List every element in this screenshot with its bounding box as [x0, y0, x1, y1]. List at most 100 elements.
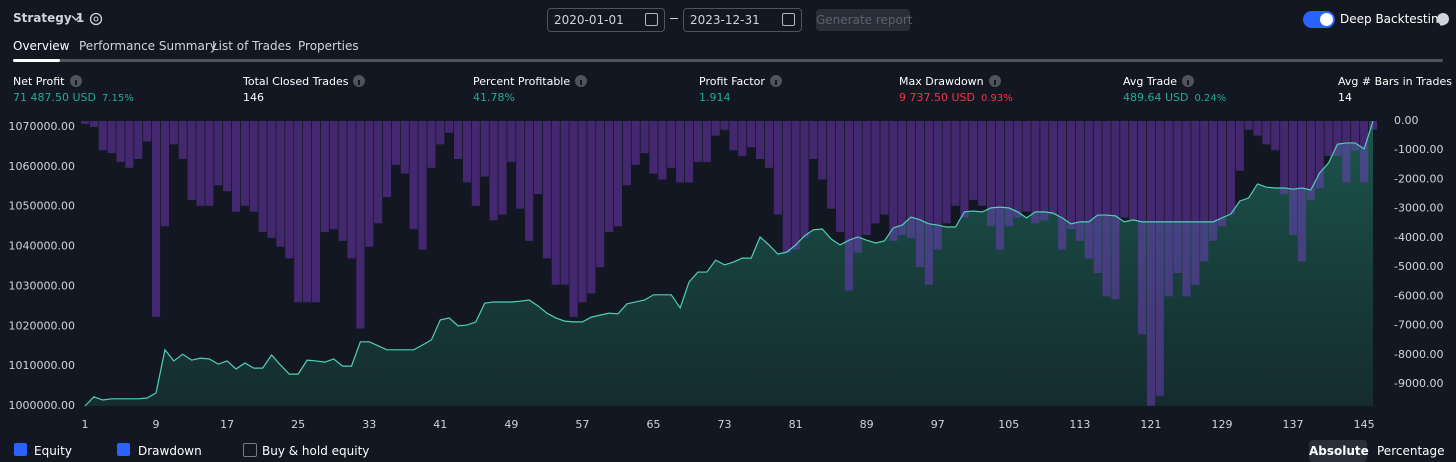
drawdown-bar [480, 121, 489, 177]
drawdown-bar [311, 121, 320, 303]
drawdown-bar [969, 121, 978, 200]
drawdown-bar [987, 121, 996, 227]
y-tick-label: 1020000.00 [9, 319, 75, 332]
x-tick-label: 121 [1140, 418, 1161, 431]
metric-value-text: 14 [1338, 91, 1352, 104]
drawdown-bar [773, 121, 782, 215]
drawdown-bar [782, 121, 791, 253]
drawdown-bar [214, 121, 223, 186]
metric-value: 14 [1338, 91, 1352, 104]
drawdown-bar [1004, 121, 1013, 227]
settings-icon[interactable] [89, 12, 103, 26]
checkbox[interactable] [243, 443, 257, 457]
y2-tick-label: -7000.00 [1394, 319, 1443, 332]
drawdown-bar [1058, 121, 1067, 250]
toggle-label: Equity [34, 444, 72, 458]
mode-button[interactable]: Absolute [1309, 440, 1369, 462]
drawdown-bar [853, 121, 862, 253]
metric-label: Total Closed Trades [243, 75, 366, 88]
metric-value-text: 1.914 [699, 91, 731, 104]
drawdown-bar [942, 121, 951, 224]
drawdown-bar [684, 121, 694, 183]
calendar-icon [782, 13, 795, 26]
drawdown-bar [107, 121, 116, 154]
y-tick-label: 1050000.00 [9, 200, 75, 213]
drawdown-bar [196, 121, 205, 206]
drawdown-bar [365, 121, 374, 247]
drawdown-bar [1333, 121, 1342, 157]
drawdown-bar [134, 121, 143, 159]
drawdown-bar [676, 121, 685, 183]
y2-tick-label: -6000.00 [1394, 289, 1443, 302]
chart: 1000000.00 1010000.00 1020000.00 1030000.00… [9, 114, 1444, 431]
drawdown-bar [587, 121, 596, 294]
drawdown-bar [1244, 121, 1253, 130]
drawdown-bar [729, 121, 738, 151]
drawdown-bar [711, 121, 720, 136]
drawdown-bar [116, 121, 125, 162]
tab[interactable]: Overview [13, 39, 70, 53]
info-icon[interactable] [353, 75, 366, 87]
drawdown-bar [169, 121, 178, 145]
strategy-select[interactable]: Strategy 1 [13, 11, 85, 25]
drawdown-bar [1235, 121, 1244, 171]
start-date: 2020-01-01 [554, 13, 624, 27]
drawdown-bar [640, 121, 649, 154]
drawdown-bar [596, 121, 605, 268]
metric-label: Avg Trade [1123, 75, 1194, 88]
x-tick-label: 145 [1354, 418, 1375, 431]
mode-button[interactable]: Percentage [1377, 444, 1445, 458]
drawdown-bar [898, 121, 907, 235]
deep-backtesting-toggle[interactable] [1303, 11, 1335, 28]
drawdown-bar [1084, 121, 1093, 259]
drawdown-bar [178, 121, 187, 159]
metric-value: 9 737.50 USD 0.93% [899, 91, 1013, 104]
drawdown-bar [658, 121, 667, 180]
drawdown-bar [152, 121, 161, 317]
info-icon[interactable] [769, 75, 782, 87]
tab-track [13, 59, 1443, 62]
drawdown-bar [285, 121, 294, 259]
drawdown-bar [862, 121, 871, 235]
drawdown-bar [978, 121, 987, 206]
chevron-icon [71, 15, 81, 21]
info-icon[interactable] [1182, 75, 1194, 87]
info-icon[interactable] [69, 75, 82, 87]
help-icon[interactable] [1437, 13, 1449, 25]
x-tick-label: 113 [1069, 418, 1090, 431]
metric-label: Avg # Bars in Trades [1338, 75, 1452, 88]
info-icon[interactable] [988, 75, 1001, 87]
tab[interactable]: Performance Summary [79, 39, 217, 53]
drawdown-bar [462, 121, 471, 183]
x-tick-label: 129 [1211, 418, 1232, 431]
y2-tick-label: -3000.00 [1394, 202, 1443, 215]
metric-value-text: 41.78% [473, 91, 515, 104]
y-tick-label: 1040000.00 [9, 240, 75, 253]
drawdown-bar [1297, 121, 1306, 262]
tab[interactable]: List of Trades [212, 39, 292, 53]
drawdown-bar [427, 121, 436, 168]
tab[interactable]: Properties [298, 39, 359, 53]
info-icon[interactable] [575, 75, 588, 87]
metric-value: 41.78% [473, 91, 515, 104]
drawdown-bar [747, 121, 756, 148]
drawdown-bar [400, 121, 409, 174]
drawdown-bar [1022, 121, 1031, 212]
x-tick-label: 73 [718, 418, 732, 431]
y2-tick-label: -5000.00 [1394, 260, 1443, 273]
x-tick-label: 9 [153, 418, 160, 431]
drawdown-bar [1209, 121, 1218, 241]
drawdown-bar [249, 121, 258, 212]
checkbox[interactable] [117, 443, 130, 456]
checkbox[interactable] [14, 443, 27, 456]
drawdown-bar [702, 121, 711, 162]
x-tick-label: 1 [82, 418, 89, 431]
drawdown-bar [454, 121, 463, 159]
drawdown-bar [542, 121, 551, 259]
start-date-input[interactable]: 2020-01-01 [547, 8, 665, 32]
drawdown-bar [80, 121, 90, 124]
generate-report-button[interactable]: Generate report [816, 9, 913, 31]
drawdown-bar [1075, 121, 1084, 241]
end-date-input[interactable]: 2023-12-31 [683, 8, 802, 32]
